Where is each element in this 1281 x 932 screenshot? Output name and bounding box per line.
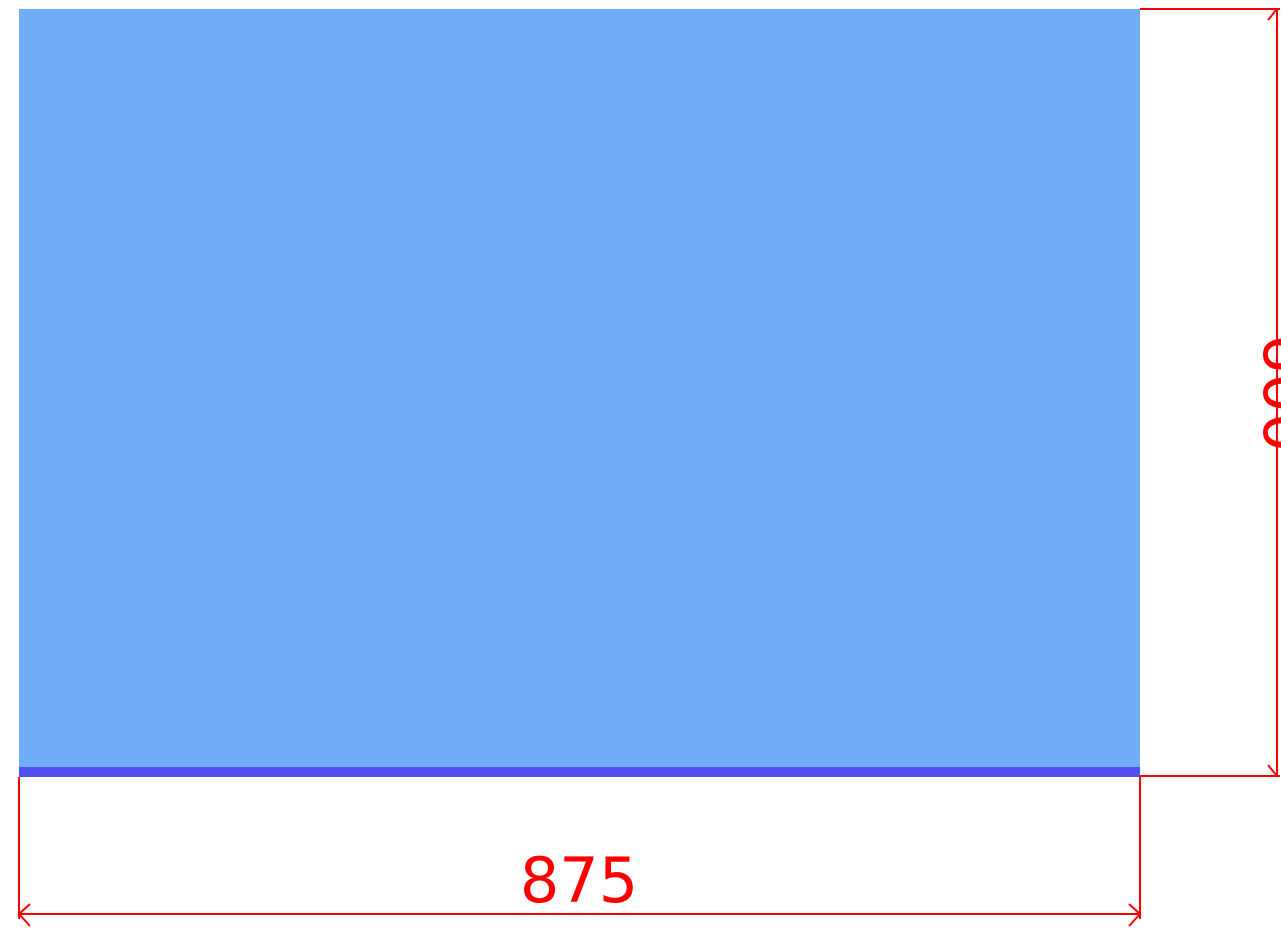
height-arrow-bottom <box>1267 764 1278 777</box>
width-arrow-left <box>17 903 31 927</box>
width-arrow-right <box>1128 903 1142 927</box>
panel-base-strip <box>19 767 1140 777</box>
height-dimension-label: 600 <box>1249 334 1281 452</box>
height-dimension <box>1140 8 1280 777</box>
panel-rectangle <box>19 9 1140 769</box>
width-dimension <box>17 777 1142 927</box>
height-arrow-top <box>1267 8 1278 21</box>
width-dimension-label: 875 <box>520 844 638 917</box>
